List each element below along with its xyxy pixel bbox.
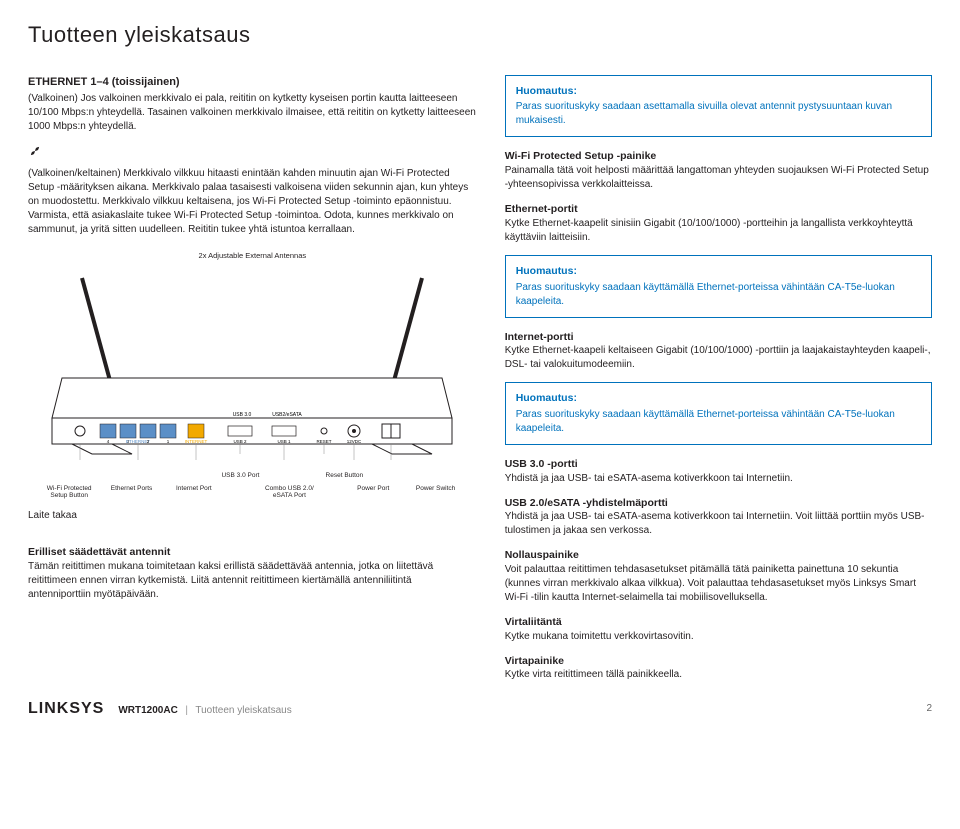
svg-text:RESET: RESET <box>317 439 332 444</box>
notice-2: Huomautus: Paras suorituskyky saadaan kä… <box>505 255 932 318</box>
wps-icon <box>28 144 477 163</box>
combo-label: Combo USB 2.0/ eSATA Port <box>258 485 320 499</box>
eth-ports-label: Ethernet Ports <box>100 485 162 499</box>
combo-text: Yhdistä ja jaa USB- tai eSATA-asema koti… <box>505 510 932 538</box>
reset-label: Reset Button <box>312 472 377 479</box>
two-column-layout: ETHERNET 1–4 (toissijainen) (Valkoinen) … <box>28 75 932 693</box>
antenna-caption: 2x Adjustable External Antennas <box>28 251 477 262</box>
footer-model: WRT1200AC <box>118 705 177 716</box>
usb3-heading: USB 3.0 -portti <box>505 457 932 472</box>
wps-text: Painamalla tätä voit helposti määrittää … <box>505 164 932 192</box>
esata-port-text: USB2/eSATA <box>273 412 303 418</box>
notice-1: Huomautus: Paras suorituskyky saadaan as… <box>505 75 932 138</box>
ethernet-body: (Valkoinen) Jos valkoinen merkkivalo ei … <box>28 92 477 134</box>
svg-text:INTERNET: INTERNET <box>185 439 208 444</box>
internet-heading: Internet-portti <box>505 330 932 345</box>
wps-btn-label: Wi-Fi Protected Setup Button <box>38 485 100 499</box>
usb3-port-text: USB 3.0 <box>233 412 252 418</box>
port-upper-labels: USB 3.0 Port Reset Button <box>28 472 477 479</box>
notice-3: Huomautus: Paras suorituskyky saadaan kä… <box>505 382 932 445</box>
port-lower-labels: Wi-Fi Protected Setup Button Ethernet Po… <box>28 485 477 499</box>
notice-3-title: Huomautus: <box>516 391 921 406</box>
power-port-label: Power Port <box>342 485 404 499</box>
eth-text: Kytke Ethernet-kaapelit sinisiin Gigabit… <box>505 217 932 245</box>
notice-1-body: Paras suorituskyky saadaan asettamalla s… <box>516 100 921 128</box>
combo-heading: USB 2.0/eSATA -yhdistelmäportti <box>505 496 932 511</box>
router-svg: USB 3.0 USB2/eSATA 4 3 ETHERNET 2 1 <box>42 268 462 468</box>
right-column: Huomautus: Paras suorituskyky saadaan as… <box>505 75 932 693</box>
left-column: ETHERNET 1–4 (toissijainen) (Valkoinen) … <box>28 75 477 693</box>
notice-3-body: Paras suorituskyky saadaan käyttämällä E… <box>516 408 921 436</box>
wps-body: (Valkoinen/keltainen) Merkkivalo vilkkuu… <box>28 167 477 237</box>
wps-heading: Wi-Fi Protected Setup -painike <box>505 149 932 164</box>
page-title: Tuotteen yleiskatsaus <box>28 20 932 51</box>
router-diagram: 2x Adjustable External Antennas <box>28 251 477 499</box>
antennas-body: Tämän reitittimen mukana toimitetaan kak… <box>28 560 477 602</box>
power-switch-heading: Virtapainike <box>505 654 932 669</box>
page-footer: LINKSYS WRT1200AC | Tuotteen yleiskatsau… <box>28 698 932 720</box>
brand-logo: LINKSYS <box>28 698 104 720</box>
power-port-heading: Virtaliitäntä <box>505 615 932 630</box>
ethernet-heading: ETHERNET 1–4 (toissijainen) <box>28 75 477 90</box>
svg-text:USB 1: USB 1 <box>278 439 292 444</box>
footer-breadcrumb: WRT1200AC | Tuotteen yleiskatsaus <box>118 704 291 718</box>
notice-1-title: Huomautus: <box>516 84 921 99</box>
internet-text: Kytke Ethernet-kaapeli keltaiseen Gigabi… <box>505 344 932 372</box>
power-port-text: Kytke mukana toimitettu verkkovirtasovit… <box>505 630 932 644</box>
device-rear-label: Laite takaa <box>28 509 477 523</box>
usb3-text: Yhdistä ja jaa USB- tai eSATA-asema koti… <box>505 472 932 486</box>
reset-heading: Nollauspainike <box>505 548 932 563</box>
internet-port-label: Internet Port <box>163 485 225 499</box>
notice-2-body: Paras suorituskyky saadaan käyttämällä E… <box>516 281 921 309</box>
antennas-heading: Erilliset säädettävät antennit <box>28 545 477 560</box>
svg-text:12VDC: 12VDC <box>347 439 362 444</box>
usb3-label: USB 3.0 Port <box>208 472 273 479</box>
power-switch-label: Power Switch <box>404 485 466 499</box>
svg-text:USB 2: USB 2 <box>234 439 248 444</box>
reset-text: Voit palauttaa reitittimen tehdasasetuks… <box>505 563 932 605</box>
notice-2-title: Huomautus: <box>516 264 921 279</box>
page-number: 2 <box>926 702 932 716</box>
footer-section: Tuotteen yleiskatsaus <box>195 705 291 716</box>
eth-heading: Ethernet-portit <box>505 202 932 217</box>
power-switch-text: Kytke virta reitittimeen tällä painikkee… <box>505 668 932 682</box>
